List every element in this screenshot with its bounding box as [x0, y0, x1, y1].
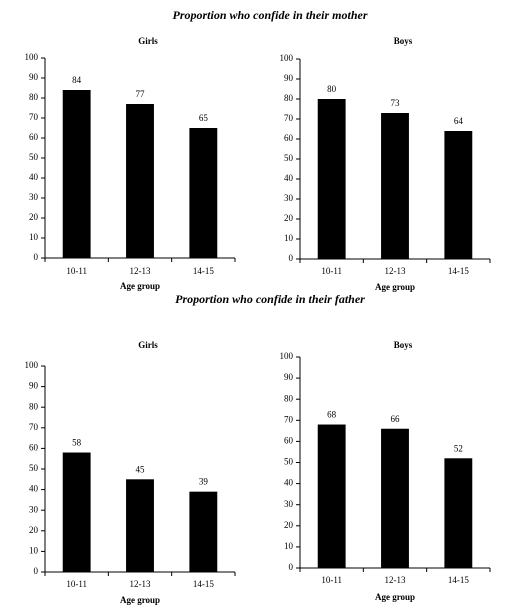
y-tick-label: 0 [34, 252, 39, 262]
x-tick-label: 14-15 [448, 266, 469, 276]
y-tick-label: 80 [29, 401, 39, 411]
x-tick-label: 12-13 [130, 579, 151, 589]
y-tick-label: 70 [29, 422, 39, 432]
bar [189, 491, 218, 572]
x-axis-label: Age group [120, 595, 160, 605]
data-label: 64 [454, 116, 464, 126]
y-tick-label: 50 [284, 153, 294, 163]
y-tick-label: 80 [29, 92, 39, 102]
data-label: 66 [391, 414, 401, 424]
bar [317, 424, 346, 568]
y-tick-label: 100 [280, 53, 294, 63]
bar [381, 428, 409, 568]
x-tick-label: 12-13 [385, 575, 406, 585]
x-tick-label: 10-11 [66, 266, 87, 276]
y-tick-label: 100 [25, 52, 39, 62]
bar [381, 113, 409, 259]
y-tick-label: 30 [29, 504, 39, 514]
chart-title: Boys [394, 340, 413, 350]
bar [62, 452, 91, 572]
x-tick-label: 14-15 [193, 579, 214, 589]
y-tick-label: 100 [25, 360, 39, 370]
y-tick-label: 10 [29, 545, 39, 555]
data-label: 73 [391, 98, 401, 108]
bar [62, 90, 91, 258]
chart-title: Girls [138, 36, 158, 46]
y-tick-label: 10 [284, 233, 294, 243]
x-tick-label: 14-15 [448, 575, 469, 585]
data-label: 52 [454, 443, 463, 453]
y-tick-label: 70 [284, 113, 294, 123]
y-tick-label: 20 [284, 213, 294, 223]
y-tick-label: 40 [284, 173, 294, 183]
x-tick-label: 12-13 [385, 266, 406, 276]
bar [126, 479, 154, 572]
y-tick-label: 10 [29, 232, 39, 242]
data-label: 65 [199, 113, 209, 123]
y-tick-label: 50 [29, 463, 39, 473]
data-label: 84 [72, 75, 82, 85]
section-heading: Proportion who confide in their mother [172, 8, 367, 22]
bar [317, 99, 346, 259]
y-tick-label: 80 [284, 393, 294, 403]
y-tick-label: 60 [284, 435, 294, 445]
y-tick-label: 60 [284, 133, 294, 143]
y-tick-label: 40 [284, 478, 294, 488]
y-tick-label: 20 [284, 520, 294, 530]
x-tick-label: 12-13 [130, 266, 151, 276]
y-tick-label: 40 [29, 484, 39, 494]
x-axis-label: Age group [375, 592, 415, 602]
y-tick-label: 90 [284, 73, 294, 83]
y-tick-label: 70 [29, 112, 39, 122]
x-tick-label: 10-11 [321, 266, 342, 276]
y-tick-label: 50 [29, 152, 39, 162]
y-tick-label: 30 [284, 193, 294, 203]
y-tick-label: 50 [284, 457, 294, 467]
x-tick-label: 10-11 [321, 575, 342, 585]
y-tick-label: 90 [29, 381, 39, 391]
bar [444, 458, 473, 568]
y-tick-label: 30 [284, 499, 294, 509]
y-tick-label: 90 [29, 72, 39, 82]
data-label: 58 [72, 438, 82, 448]
y-tick-label: 100 [280, 351, 294, 361]
y-tick-label: 70 [284, 414, 294, 424]
bar [126, 104, 154, 258]
x-axis-label: Age group [120, 281, 160, 291]
y-tick-label: 80 [284, 93, 294, 103]
y-tick-label: 0 [289, 562, 294, 572]
chart-title: Boys [394, 36, 413, 46]
y-tick-label: 20 [29, 212, 39, 222]
data-label: 68 [327, 410, 337, 420]
y-tick-label: 60 [29, 132, 39, 142]
data-label: 39 [199, 477, 209, 487]
data-label: 80 [327, 84, 337, 94]
x-tick-label: 10-11 [66, 579, 87, 589]
chart-title: Girls [138, 340, 158, 350]
data-label: 77 [136, 89, 146, 99]
section-heading: Proportion who confide in their father [175, 292, 365, 306]
bar [444, 131, 473, 259]
data-label: 45 [136, 464, 146, 474]
x-tick-label: 14-15 [193, 266, 214, 276]
x-axis-label: Age group [375, 282, 415, 292]
y-tick-label: 40 [29, 172, 39, 182]
y-tick-label: 20 [29, 525, 39, 535]
bar [189, 128, 218, 258]
y-tick-label: 0 [289, 253, 294, 263]
y-tick-label: 60 [29, 442, 39, 452]
y-tick-label: 10 [284, 541, 294, 551]
y-tick-label: 30 [29, 192, 39, 202]
y-tick-label: 0 [34, 566, 39, 576]
y-tick-label: 90 [284, 372, 294, 382]
